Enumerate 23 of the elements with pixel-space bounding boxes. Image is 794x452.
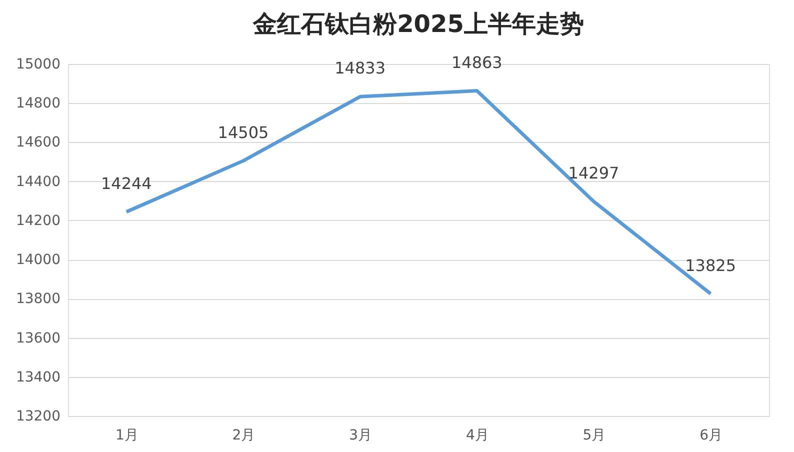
x-tick-label: 4月 (466, 428, 489, 444)
y-tick-label: 13200 (16, 408, 60, 424)
data-label: 14505 (218, 122, 269, 142)
y-tick-label: 13400 (16, 369, 60, 386)
y-tick-label: 13800 (16, 291, 60, 308)
x-tick-label: 5月 (582, 428, 606, 444)
y-tick-label: 14400 (16, 174, 60, 190)
data-label: 14863 (451, 52, 502, 72)
y-tick-label: 13600 (16, 330, 60, 346)
x-tick-label: 1月 (115, 428, 138, 444)
data-label: 13825 (685, 256, 736, 275)
y-tick-label: 14600 (16, 134, 60, 151)
x-tick-label: 6月 (700, 428, 723, 444)
chart-title: 金红石钛白粉2025上半年走势 (252, 10, 584, 38)
y-tick-label: 14800 (16, 96, 60, 112)
data-label: 14833 (334, 58, 386, 78)
y-tick-label: 14200 (16, 212, 60, 229)
x-tick-label: 3月 (349, 428, 372, 444)
y-tick-label: 14000 (16, 252, 60, 268)
x-tick-label: 2月 (232, 428, 256, 444)
data-label: 14297 (568, 163, 620, 182)
data-label: 14244 (100, 174, 152, 193)
y-tick-label: 15000 (16, 56, 60, 72)
